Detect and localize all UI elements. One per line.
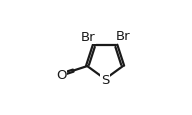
Text: S: S (101, 73, 109, 86)
Text: Br: Br (81, 31, 95, 44)
Text: O: O (56, 68, 67, 81)
Text: Br: Br (116, 30, 130, 43)
